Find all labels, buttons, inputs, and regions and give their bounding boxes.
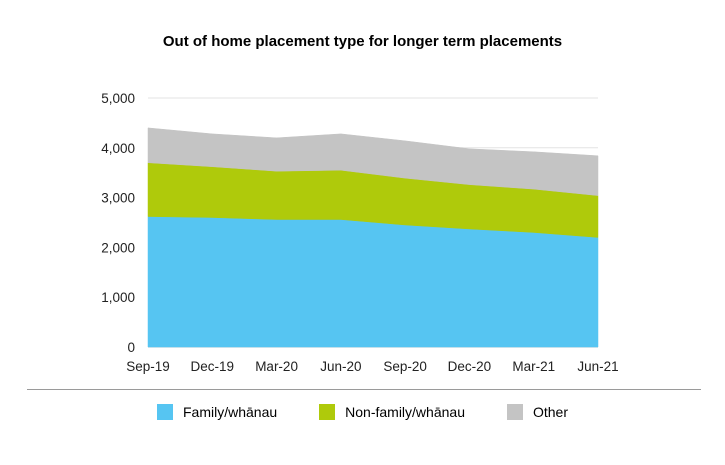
legend-label-other: Other [532,404,568,420]
legend-swatch-family [156,404,173,420]
area-chart: 0 1,000 2,000 3,000 4,000 5,000 Sep-19 Dec-19 M… [101,91,618,374]
legend-swatch-non-family [319,404,336,420]
chart-title: Out of home placement type for longer te… [162,33,563,50]
y-tick-label: 5,000 [101,91,135,106]
x-tick-label: Sep-19 [126,359,170,374]
y-tick-label: 2,000 [101,240,135,255]
y-tick-label: 4,000 [101,141,135,156]
x-tick-label: Dec-19 [191,359,235,374]
y-tick-label: 1,000 [101,290,135,305]
legend-label-family: Family/whānau [182,404,278,420]
x-tick-label: Jun-21 [577,359,618,374]
legend-divider [27,389,701,390]
area-series [147,127,599,348]
area-other [147,127,599,196]
legend: Family/whānau Non-family/whānau Other [0,404,725,420]
legend-item-non-family: Non-family/whānau [319,404,465,420]
y-axis-ticks: 0 1,000 2,000 3,000 4,000 5,000 [101,91,135,355]
x-tick-label: Jun-20 [320,359,361,374]
legend-item-other: Other [506,404,568,420]
x-tick-label: Sep-20 [383,359,427,374]
area-family [147,216,599,348]
x-tick-label: Mar-21 [512,359,555,374]
x-tick-label: Dec-20 [448,359,492,374]
y-tick-label: 0 [127,340,135,355]
y-tick-label: 3,000 [101,191,135,206]
x-tick-label: Mar-20 [255,359,298,374]
x-axis-ticks: Sep-19 Dec-19 Mar-20 Jun-20 Sep-20 Dec-20 Mar-… [126,359,618,374]
legend-swatch-other [506,404,523,420]
legend-item-family: Family/whānau [156,404,278,420]
legend-label-non-family: Non-family/whānau [345,404,465,420]
